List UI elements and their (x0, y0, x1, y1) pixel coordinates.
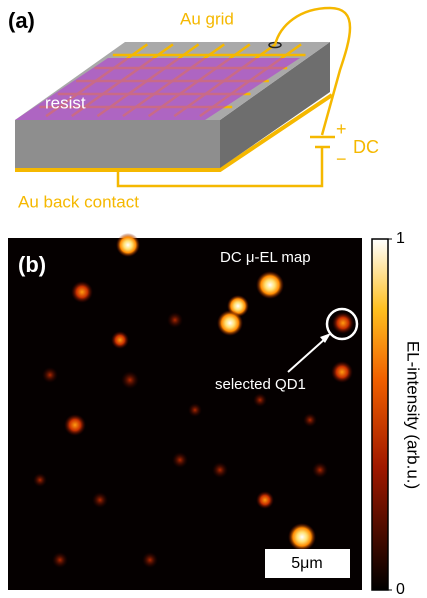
back-contact (15, 93, 334, 172)
emission-spot (167, 312, 183, 328)
qd-circle (325, 307, 359, 341)
back-contact-label: Au back contact (18, 192, 139, 211)
emission-spot (121, 371, 139, 389)
spots (33, 233, 354, 568)
emission-spot (116, 233, 140, 257)
el-map: (b) DC μ-EL map selected QD1 5μm EL-inte… (8, 230, 423, 598)
emission-spot (71, 281, 93, 303)
emission-spot (111, 331, 129, 349)
device-sketch: (a) Au grid resist + DC − Au back contac… (8, 6, 379, 211)
emission-spot (256, 271, 284, 299)
arrow-shaft (287, 337, 327, 373)
map-title: DC μ-EL map (220, 249, 311, 266)
arrow-head (320, 333, 331, 343)
emission-spot (92, 492, 108, 508)
emission-spot (332, 312, 354, 334)
emission-spot (52, 552, 68, 568)
colorbar (371, 238, 389, 591)
colorbar-tick-label: 0 (396, 581, 405, 598)
scale-bar-box (265, 549, 350, 578)
emission-spot (217, 310, 243, 336)
emission-spot (303, 413, 317, 427)
panel-label: (a) (8, 8, 35, 33)
emission-spot (33, 473, 47, 487)
source-label: DC (353, 137, 379, 157)
minus-sign: − (336, 149, 347, 169)
annotation: selected QD1 (215, 376, 306, 393)
resist (15, 58, 300, 120)
emission-spot (253, 393, 267, 407)
emission-spot (331, 361, 353, 383)
slab-side (220, 42, 330, 168)
wire (116, 147, 324, 188)
emission-spot (64, 414, 86, 436)
scale-bar-label: 5μm (291, 555, 322, 572)
wire (273, 6, 352, 136)
resist-label: resist (45, 93, 86, 112)
emission-spot (288, 523, 316, 551)
emission-spot (312, 462, 328, 478)
emission-spot (42, 367, 58, 383)
plus-sign: + (336, 119, 347, 139)
colorbar-label: EL-intensity (arb.u.) (404, 341, 423, 489)
emission-spot (212, 462, 228, 478)
emission-spot (188, 403, 202, 417)
emission-spot (142, 552, 158, 568)
emission-spot (256, 491, 274, 509)
grid-label: Au grid (180, 9, 234, 28)
panel-label: (b) (18, 252, 46, 277)
emission-spot (172, 452, 188, 468)
colorbar-tick-label: 1 (396, 230, 405, 247)
slab-front (15, 120, 220, 168)
